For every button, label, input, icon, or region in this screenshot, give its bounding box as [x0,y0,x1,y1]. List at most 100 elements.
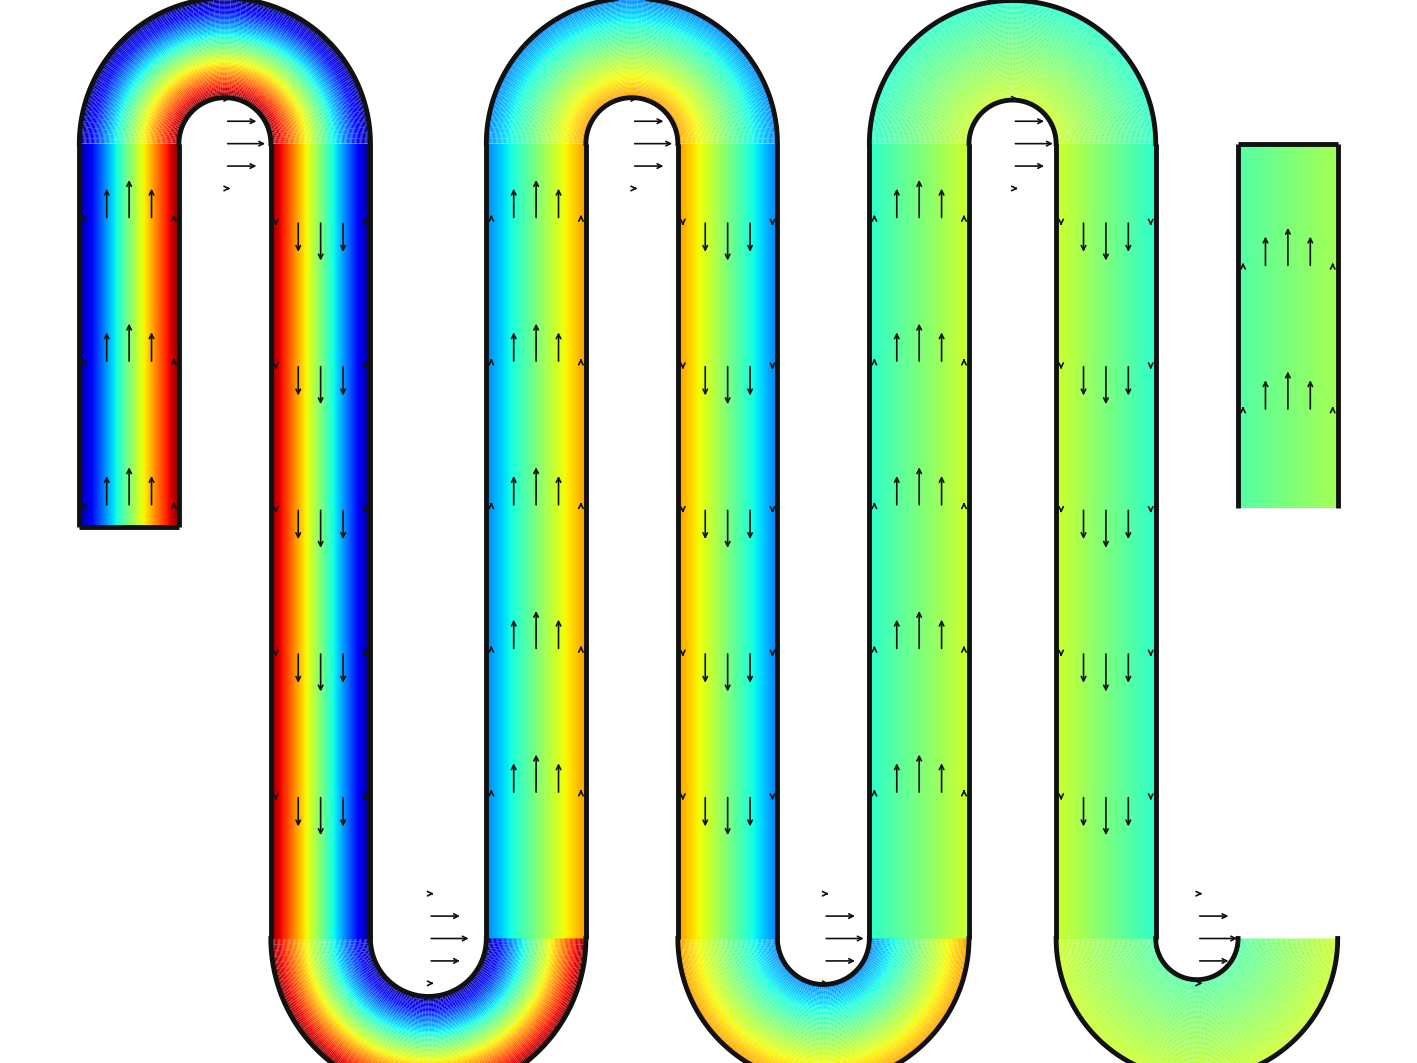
Polygon shape [1119,1053,1125,1058]
Polygon shape [978,48,982,50]
Polygon shape [941,123,944,126]
Polygon shape [922,130,924,133]
Polygon shape [475,1037,479,1041]
Polygon shape [1044,9,1050,11]
Polygon shape [230,35,234,37]
Polygon shape [340,1049,346,1053]
Polygon shape [572,60,577,63]
Polygon shape [869,1005,873,1008]
Polygon shape [577,81,580,84]
Polygon shape [315,971,317,975]
Polygon shape [414,1014,417,1015]
Polygon shape [122,102,125,106]
Polygon shape [741,77,745,81]
Polygon shape [1083,91,1085,96]
Polygon shape [173,122,174,124]
Polygon shape [503,1023,507,1027]
Polygon shape [964,84,966,87]
Polygon shape [1091,963,1094,968]
Polygon shape [1289,1008,1292,1012]
Polygon shape [306,137,307,140]
Polygon shape [691,73,694,77]
Polygon shape [1100,1034,1105,1040]
Polygon shape [942,45,947,48]
Polygon shape [329,1016,333,1020]
Polygon shape [873,1025,877,1028]
Polygon shape [509,1036,513,1041]
Polygon shape [968,131,969,133]
Polygon shape [296,117,298,120]
Polygon shape [380,998,384,1001]
Polygon shape [920,971,921,974]
Polygon shape [584,48,588,51]
Polygon shape [626,69,629,70]
Polygon shape [341,986,344,991]
Polygon shape [374,1006,378,1009]
Polygon shape [680,82,683,85]
Polygon shape [856,1037,860,1041]
Polygon shape [938,99,941,102]
Polygon shape [1136,114,1138,119]
Polygon shape [774,121,775,126]
Polygon shape [915,113,918,117]
Polygon shape [309,1032,313,1037]
Polygon shape [299,108,302,113]
Polygon shape [347,1059,353,1063]
Polygon shape [1118,950,1119,955]
Polygon shape [553,958,554,963]
Polygon shape [248,102,249,104]
Polygon shape [582,7,588,11]
Polygon shape [1176,979,1178,980]
Polygon shape [845,1011,847,1013]
Polygon shape [1182,984,1183,986]
Polygon shape [316,101,319,105]
Polygon shape [1088,122,1090,125]
Polygon shape [344,1035,350,1040]
Polygon shape [540,975,543,980]
Polygon shape [410,1052,415,1054]
Polygon shape [499,83,502,89]
Polygon shape [1027,81,1030,83]
Polygon shape [166,60,170,63]
Polygon shape [499,1007,503,1010]
Polygon shape [555,81,560,84]
Polygon shape [927,108,930,113]
Polygon shape [877,994,880,997]
Polygon shape [558,96,561,99]
Polygon shape [1090,36,1095,40]
Polygon shape [1007,3,1013,4]
Polygon shape [139,79,143,82]
Polygon shape [543,58,547,63]
Polygon shape [387,1011,391,1013]
Polygon shape [191,40,196,44]
Polygon shape [1107,942,1108,946]
Polygon shape [520,961,523,965]
Polygon shape [714,1031,718,1036]
Polygon shape [225,10,230,11]
Polygon shape [442,1060,448,1062]
Polygon shape [1244,1022,1248,1025]
Polygon shape [612,47,616,49]
Polygon shape [336,117,339,121]
Polygon shape [871,1040,876,1043]
Polygon shape [1047,117,1050,119]
Polygon shape [672,106,673,108]
Polygon shape [353,78,356,84]
Polygon shape [1277,958,1278,961]
Polygon shape [1005,38,1009,39]
Polygon shape [646,74,649,75]
Polygon shape [305,49,309,53]
Polygon shape [1119,71,1122,77]
Polygon shape [262,10,268,13]
Polygon shape [832,1039,836,1041]
Polygon shape [706,966,708,972]
Polygon shape [701,952,703,958]
Polygon shape [543,95,546,99]
Polygon shape [1122,107,1125,113]
Polygon shape [1175,1027,1179,1029]
Polygon shape [1304,964,1306,969]
Polygon shape [332,962,333,965]
Polygon shape [92,101,95,106]
Polygon shape [523,958,524,961]
Polygon shape [662,97,665,100]
